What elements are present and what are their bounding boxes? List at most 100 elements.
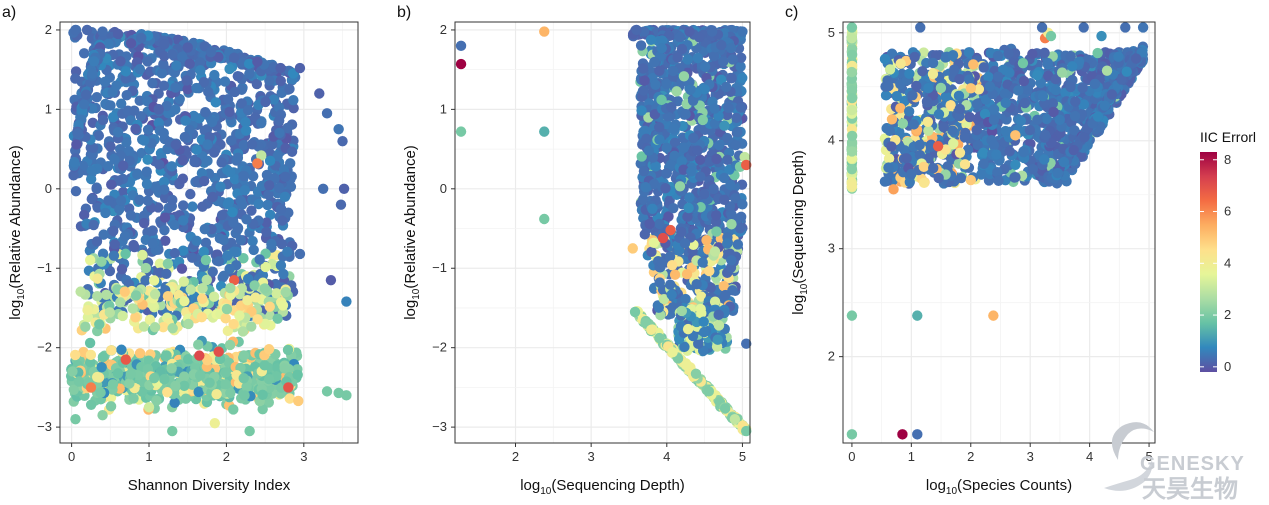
data-point bbox=[179, 380, 190, 392]
data-point bbox=[158, 322, 169, 333]
data-point bbox=[682, 323, 694, 335]
data-point bbox=[701, 234, 712, 246]
data-point bbox=[193, 339, 204, 350]
data-point bbox=[119, 286, 130, 297]
data-point bbox=[224, 166, 236, 178]
data-point bbox=[93, 130, 105, 141]
data-point bbox=[159, 39, 170, 50]
data-point bbox=[710, 209, 722, 221]
data-point bbox=[149, 289, 161, 300]
data-point bbox=[216, 209, 228, 221]
data-point bbox=[279, 191, 291, 203]
data-point bbox=[669, 269, 681, 280]
data-point bbox=[317, 183, 329, 195]
data-point bbox=[726, 210, 738, 221]
data-point bbox=[1027, 48, 1038, 60]
data-point bbox=[656, 42, 667, 54]
data-point bbox=[177, 245, 189, 256]
data-point bbox=[144, 314, 156, 325]
data-point bbox=[222, 199, 234, 210]
data-point bbox=[254, 254, 265, 265]
data-point bbox=[264, 301, 275, 312]
data-point bbox=[78, 48, 90, 59]
data-point bbox=[203, 86, 214, 98]
data-point bbox=[182, 42, 193, 53]
data-point bbox=[846, 163, 858, 175]
data-point bbox=[235, 195, 246, 206]
data-point bbox=[98, 229, 109, 240]
data-point bbox=[162, 258, 174, 269]
data-point bbox=[191, 82, 202, 94]
data-point bbox=[239, 390, 250, 401]
data-point bbox=[277, 300, 289, 311]
data-point bbox=[228, 404, 239, 415]
data-point bbox=[88, 56, 100, 67]
data-point bbox=[159, 51, 170, 62]
data-point bbox=[685, 84, 696, 95]
data-point bbox=[1004, 146, 1015, 157]
data-point bbox=[648, 237, 660, 248]
data-point bbox=[712, 334, 723, 345]
data-point bbox=[96, 256, 107, 267]
data-point bbox=[264, 309, 275, 321]
data-point bbox=[106, 179, 117, 190]
data-point bbox=[654, 134, 665, 145]
data-point bbox=[250, 292, 261, 303]
data-point bbox=[649, 56, 660, 68]
data-point bbox=[105, 401, 117, 412]
data-point bbox=[252, 158, 263, 169]
data-point bbox=[177, 154, 188, 166]
data-point bbox=[237, 326, 249, 337]
data-point bbox=[294, 62, 306, 74]
data-point bbox=[264, 180, 275, 191]
data-point bbox=[199, 223, 210, 235]
data-point bbox=[263, 189, 274, 200]
data-point bbox=[169, 397, 180, 409]
data-point bbox=[138, 217, 150, 229]
data-point bbox=[121, 89, 132, 101]
data-point bbox=[102, 161, 114, 172]
data-point bbox=[189, 156, 200, 168]
data-point bbox=[218, 270, 230, 281]
data-point bbox=[204, 377, 215, 388]
data-point bbox=[75, 286, 86, 297]
data-point bbox=[167, 49, 178, 60]
data-point bbox=[70, 413, 81, 425]
data-point bbox=[91, 236, 103, 247]
data-point bbox=[184, 58, 195, 70]
data-point bbox=[676, 305, 688, 317]
data-point bbox=[261, 217, 272, 228]
data-point bbox=[232, 70, 244, 82]
data-point bbox=[73, 376, 85, 387]
data-point bbox=[125, 38, 137, 49]
data-point bbox=[130, 123, 141, 135]
data-point bbox=[142, 154, 153, 165]
data-point bbox=[646, 324, 657, 336]
data-point bbox=[735, 102, 747, 113]
data-point bbox=[194, 370, 206, 381]
y-tick-label: 0 bbox=[45, 181, 52, 196]
data-point bbox=[691, 279, 702, 290]
x-tick-label: 3 bbox=[300, 449, 307, 464]
data-point bbox=[84, 337, 96, 349]
data-point bbox=[337, 135, 348, 147]
data-point bbox=[280, 171, 291, 183]
data-point bbox=[70, 349, 81, 361]
data-point bbox=[181, 75, 192, 86]
y-tick-label: −3 bbox=[37, 419, 52, 434]
data-point bbox=[325, 274, 337, 286]
data-point bbox=[238, 253, 249, 264]
data-point bbox=[726, 255, 737, 266]
data-point bbox=[681, 268, 693, 280]
data-point bbox=[846, 66, 857, 78]
data-point bbox=[244, 68, 255, 80]
data-point bbox=[637, 63, 649, 74]
data-point bbox=[284, 158, 296, 169]
data-point bbox=[213, 51, 224, 63]
data-point bbox=[699, 61, 711, 72]
y-axis-title: log10(Relative Abundance) bbox=[402, 145, 422, 320]
data-point bbox=[134, 194, 145, 206]
data-point bbox=[167, 194, 178, 206]
data-point bbox=[136, 32, 147, 44]
data-point bbox=[275, 204, 287, 215]
